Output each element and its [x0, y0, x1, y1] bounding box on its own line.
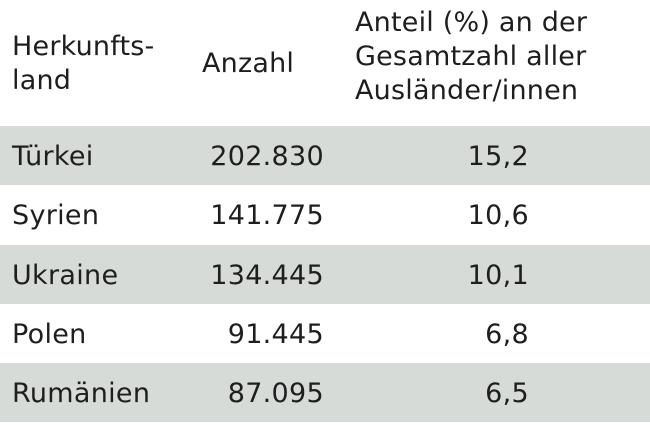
- table-row: Türkei 202.830 15,2: [0, 126, 650, 185]
- cell-count: 141.775: [210, 200, 324, 231]
- table-row: Syrien 141.775 10,6: [0, 185, 650, 244]
- table-header: Herkunfts- land Anzahl Anteil (%) an der…: [0, 0, 650, 126]
- cell-count: 202.830: [210, 141, 324, 172]
- cell-country: Türkei: [12, 141, 94, 172]
- cell-count: 87.095: [227, 378, 324, 409]
- cell-share: 6,5: [485, 378, 529, 409]
- cell-country: Rumänien: [12, 378, 151, 409]
- cell-share: 15,2: [467, 141, 529, 172]
- cell-count: 91.445: [227, 319, 324, 350]
- table-row: Ukraine 134.445 10,1: [0, 245, 650, 304]
- cell-count: 134.445: [210, 260, 324, 291]
- cell-country: Polen: [12, 319, 87, 350]
- cell-share: 10,1: [467, 260, 529, 291]
- header-share: Anteil (%) an der Gesamtzahl aller Auslä…: [355, 7, 588, 106]
- cell-share: 6,8: [485, 319, 529, 350]
- header-count: Anzahl: [202, 48, 295, 79]
- cell-country: Ukraine: [12, 260, 119, 291]
- cell-country: Syrien: [12, 200, 100, 231]
- cell-share: 10,6: [467, 200, 529, 231]
- table-row: Polen 91.445 6,8: [0, 304, 650, 363]
- table-row: Rumänien 87.095 6,5: [0, 363, 650, 422]
- header-country: Herkunfts- land: [12, 31, 155, 96]
